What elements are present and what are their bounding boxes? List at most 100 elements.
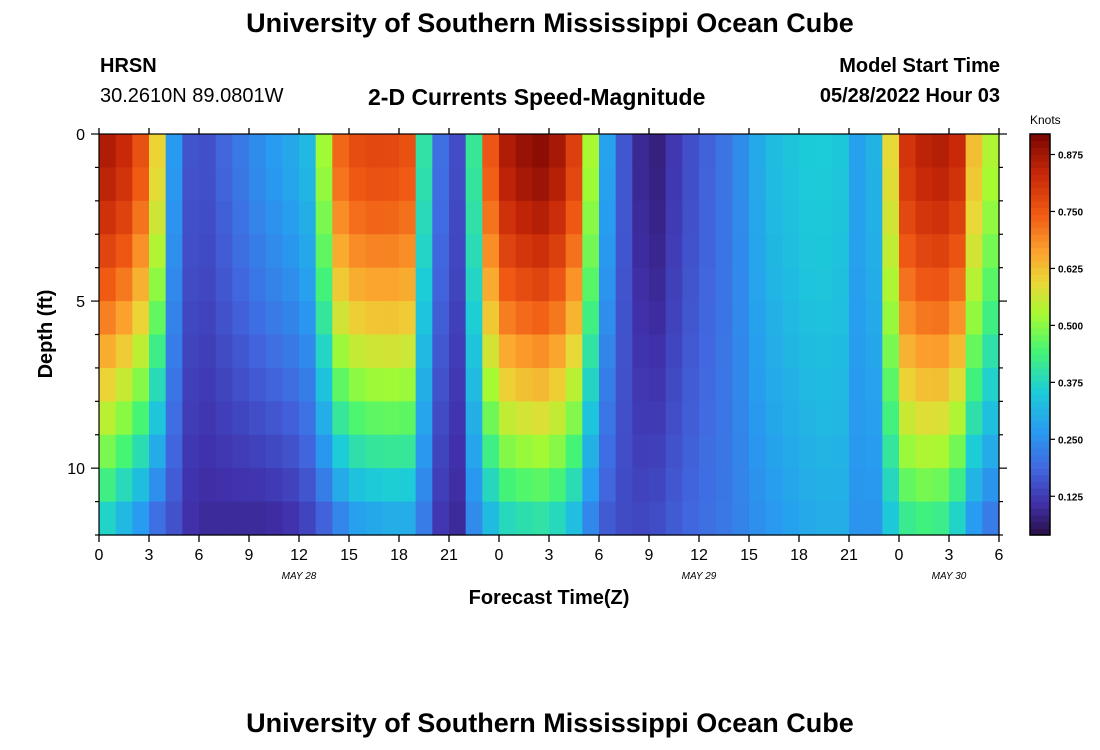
colorbar-band [1030, 321, 1050, 329]
heatmap-cell [315, 167, 333, 202]
heatmap-cell [132, 367, 150, 402]
heatmap-cell [332, 367, 350, 402]
heatmap-cell [115, 200, 133, 235]
heatmap-cell [299, 367, 317, 402]
heatmap-cell [882, 167, 900, 202]
heatmap-cell [199, 468, 217, 503]
heatmap-cell [532, 367, 550, 402]
heatmap-cell [99, 134, 117, 169]
heatmap-cell [299, 468, 317, 503]
colorbar-band [1030, 267, 1050, 275]
heatmap-cell [415, 401, 433, 436]
heatmap-cell [682, 401, 700, 436]
heatmap-cell [599, 401, 617, 436]
heatmap-cell [399, 367, 417, 402]
colorbar-band [1030, 160, 1050, 169]
heatmap-cell [749, 401, 767, 436]
colorbar-band [1030, 421, 1050, 429]
heatmap-cell [215, 200, 233, 235]
heatmap-cell [849, 468, 867, 503]
heatmap-cell [565, 334, 583, 369]
heatmap-cell [682, 434, 700, 469]
heatmap-cell [982, 301, 1000, 336]
heatmap-cell [565, 367, 583, 402]
heatmap-cell [165, 367, 183, 402]
heatmap-cell [882, 367, 900, 402]
date-label: MAY 28 [282, 571, 317, 582]
heatmap-cell [965, 434, 983, 469]
heatmap-cell [215, 434, 233, 469]
heatmap-cell [382, 468, 400, 503]
heatmap-cell [615, 234, 633, 269]
colorbar-band [1030, 381, 1050, 389]
heatmap-cell [265, 200, 283, 235]
heatmap-cell [149, 234, 167, 269]
heatmap-cell [649, 434, 667, 469]
heatmap-cell [632, 334, 650, 369]
colorbar-band [1030, 387, 1050, 396]
heatmap-cell [115, 134, 133, 169]
heatmap-cell [199, 267, 217, 302]
heatmap-cell [699, 167, 717, 202]
heatmap-cell [749, 468, 767, 503]
heatmap-cell [549, 200, 567, 235]
x-tick-label: 3 [545, 547, 554, 564]
heatmap-cell [882, 334, 900, 369]
colorbar-band [1030, 140, 1050, 148]
heatmap-cell [299, 401, 317, 436]
heatmap-cell [682, 501, 700, 536]
heatmap-cell [182, 334, 200, 369]
heatmap-cell [765, 234, 783, 269]
heatmap-cell [549, 234, 567, 269]
x-tick-label: 12 [290, 547, 308, 564]
colorbar-band [1030, 180, 1050, 189]
heatmap-cell [315, 401, 333, 436]
heatmap-cell [99, 301, 117, 336]
heatmap-cell [682, 367, 700, 402]
heatmap-cell [665, 167, 683, 202]
heatmap-cell [949, 501, 967, 536]
colorbar-band [1030, 154, 1050, 162]
heatmap-cell [732, 334, 750, 369]
heatmap-cell [615, 501, 633, 536]
heatmap-cell [599, 468, 617, 503]
heatmap-cell [932, 167, 950, 202]
heatmap-cell [782, 134, 800, 169]
heatmap-cell [515, 167, 533, 202]
heatmap-cell [299, 234, 317, 269]
heatmap-cell [449, 401, 467, 436]
heatmap-cell [849, 134, 867, 169]
colorbar-band [1030, 307, 1050, 316]
heatmap-cell [665, 434, 683, 469]
heatmap-cell [749, 434, 767, 469]
heatmap-cell [865, 434, 883, 469]
heatmap-cell [949, 234, 967, 269]
heatmap-cell [332, 501, 350, 536]
heatmap-cell [465, 267, 483, 302]
heatmap-cell [499, 234, 517, 269]
heatmap-cell [665, 334, 683, 369]
heatmap-cell [715, 234, 733, 269]
heatmap-cell [932, 200, 950, 235]
heatmap-cell [399, 200, 417, 235]
heatmap-cell [515, 367, 533, 402]
heatmap-cell [432, 167, 450, 202]
heatmap-cell [365, 267, 383, 302]
heatmap-cell [182, 501, 200, 536]
heatmap-cell [715, 334, 733, 369]
heatmap-cell [682, 267, 700, 302]
heatmap-cell [832, 434, 850, 469]
x-tick-label: 6 [995, 547, 1004, 564]
colorbar-band [1030, 227, 1050, 235]
heatmap-cell [465, 501, 483, 536]
heatmap-cell [149, 267, 167, 302]
heatmap-cell [632, 367, 650, 402]
heatmap-cell [199, 501, 217, 536]
heatmap-cell [282, 334, 300, 369]
heatmap-cell [865, 134, 883, 169]
heatmap-cell [732, 267, 750, 302]
x-tick-label: 21 [440, 547, 458, 564]
heatmap-cell [615, 134, 633, 169]
chart-title-bottom: University of Southern Mississippi Ocean… [246, 708, 854, 738]
heatmap-cell [99, 234, 117, 269]
